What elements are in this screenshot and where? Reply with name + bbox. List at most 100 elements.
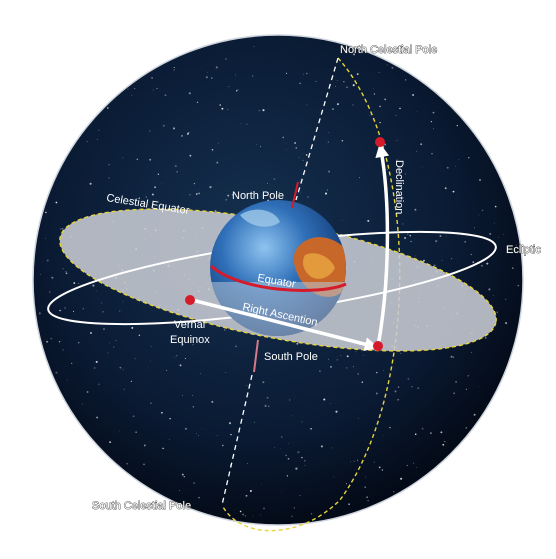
star xyxy=(414,255,416,257)
star xyxy=(205,76,208,79)
star xyxy=(373,461,375,463)
star xyxy=(304,465,306,467)
star xyxy=(58,340,61,343)
star xyxy=(329,403,331,404)
star xyxy=(98,383,100,385)
star xyxy=(379,105,381,108)
star xyxy=(389,426,391,429)
star xyxy=(336,79,338,81)
star xyxy=(375,392,378,395)
star xyxy=(206,71,208,73)
star xyxy=(127,88,129,90)
star xyxy=(517,284,520,287)
star xyxy=(505,322,508,325)
star xyxy=(93,367,96,369)
star xyxy=(412,462,414,464)
star xyxy=(244,515,247,517)
star xyxy=(343,81,345,83)
star xyxy=(55,371,58,374)
star xyxy=(223,329,226,331)
star xyxy=(320,445,323,448)
star xyxy=(305,72,308,75)
star xyxy=(198,496,200,499)
star xyxy=(353,53,355,56)
star xyxy=(442,443,445,446)
star xyxy=(181,473,184,476)
star xyxy=(240,123,242,125)
star xyxy=(234,74,237,76)
star xyxy=(39,273,41,275)
star xyxy=(73,282,76,284)
star xyxy=(237,89,239,91)
star xyxy=(50,337,53,340)
star xyxy=(397,386,400,388)
star xyxy=(470,253,472,256)
star xyxy=(302,159,304,161)
star xyxy=(178,490,180,492)
star xyxy=(150,402,152,404)
star xyxy=(189,194,191,196)
star xyxy=(216,161,219,164)
star xyxy=(150,346,152,347)
star xyxy=(446,166,449,169)
star xyxy=(161,411,163,414)
star xyxy=(336,359,338,361)
star xyxy=(299,494,301,496)
star xyxy=(346,355,349,358)
star xyxy=(431,153,433,155)
star xyxy=(253,421,255,423)
star xyxy=(433,264,436,267)
star xyxy=(60,228,62,230)
star xyxy=(262,109,265,112)
star xyxy=(108,342,110,344)
star xyxy=(494,205,497,208)
star xyxy=(356,73,359,76)
star xyxy=(225,58,227,60)
star xyxy=(479,385,481,387)
star xyxy=(439,235,442,238)
star xyxy=(251,75,254,77)
star xyxy=(151,76,154,79)
star xyxy=(479,179,481,181)
star xyxy=(172,338,174,340)
star xyxy=(227,108,229,110)
vernal-equinox-marker xyxy=(185,295,195,305)
star xyxy=(421,166,423,168)
star xyxy=(379,121,381,124)
star xyxy=(72,310,75,313)
star xyxy=(341,220,343,221)
star xyxy=(350,461,352,463)
star xyxy=(267,182,268,184)
star xyxy=(300,192,302,194)
star xyxy=(340,355,342,356)
star xyxy=(149,158,152,161)
star xyxy=(45,211,47,214)
star xyxy=(131,94,133,96)
star xyxy=(391,66,394,69)
star xyxy=(315,80,317,82)
star xyxy=(266,396,269,399)
star xyxy=(102,328,106,331)
star xyxy=(346,367,348,369)
ecliptic-label: Ecliptic xyxy=(506,244,541,256)
star xyxy=(352,366,355,368)
star xyxy=(174,357,175,359)
star xyxy=(196,101,199,103)
star xyxy=(193,482,195,484)
star xyxy=(435,240,438,243)
star xyxy=(78,282,80,284)
star xyxy=(46,340,49,343)
star xyxy=(225,372,227,373)
star xyxy=(303,460,306,462)
star xyxy=(295,467,298,470)
star xyxy=(336,103,339,106)
star xyxy=(467,374,470,377)
star xyxy=(341,140,344,142)
star xyxy=(221,444,224,447)
star xyxy=(386,64,388,66)
star xyxy=(281,436,283,438)
star xyxy=(162,124,165,127)
star xyxy=(157,173,160,175)
star xyxy=(446,235,448,237)
star xyxy=(452,190,455,193)
